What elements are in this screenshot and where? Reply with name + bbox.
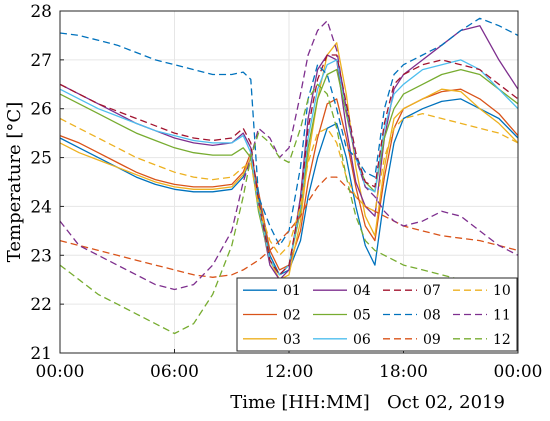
legend-label-03: 03: [283, 332, 301, 348]
y-tick-label: 25: [30, 149, 52, 169]
x-tick-label: 00:00: [494, 362, 543, 382]
y-tick-label: 24: [30, 197, 52, 217]
legend: 01 02 03 04 05 06 07 08 09 10 11 12: [236, 277, 518, 352]
y-tick-label: 23: [30, 246, 52, 266]
axis-ticks: 00:00 06:00 12:00 18:00 00:00212223242526272…: [30, 2, 542, 382]
y-axis-label: Temperature [°C]: [4, 102, 25, 262]
series-line-05: [59, 68, 519, 276]
series-line-04: [59, 25, 519, 281]
series-line-11: [59, 20, 519, 291]
y-tick-label: 28: [30, 2, 52, 22]
plot-area: [59, 17, 519, 335]
legend-label-10: 10: [493, 283, 511, 299]
legend-label-12: 12: [493, 332, 511, 348]
legend-label-06: 06: [353, 332, 371, 348]
x-tick-label: 18:00: [379, 362, 428, 382]
y-tick-label: 27: [30, 51, 52, 71]
series-line-07: [59, 54, 519, 276]
legend-label-02: 02: [283, 308, 301, 324]
y-tick-label: 21: [30, 344, 52, 364]
series-line-03: [59, 42, 519, 281]
y-tick-label: 26: [30, 100, 52, 120]
series-line-10: [59, 112, 519, 256]
legend-label-11: 11: [493, 308, 511, 324]
legend-label-01: 01: [283, 283, 301, 299]
x-tick-label: 12:00: [265, 362, 314, 382]
y-tick-label: 22: [30, 295, 52, 315]
series-line-01: [59, 98, 519, 276]
legend-label-05: 05: [353, 308, 371, 324]
x-axis-label: Time [HH:MM]: [230, 392, 370, 413]
legend-label-08: 08: [423, 308, 441, 324]
series-line-06: [59, 59, 519, 276]
legend-label-07: 07: [423, 283, 441, 299]
x-tick-label: 06:00: [150, 362, 199, 382]
legend-label-09: 09: [423, 332, 441, 348]
series-line-09: [59, 176, 519, 278]
date-annotation: Oct 02, 2019: [387, 392, 505, 413]
series-line-08: [59, 17, 519, 247]
x-tick-label: 00:00: [36, 362, 85, 382]
series-line-12: [59, 83, 519, 335]
legend-label-04: 04: [353, 283, 371, 299]
